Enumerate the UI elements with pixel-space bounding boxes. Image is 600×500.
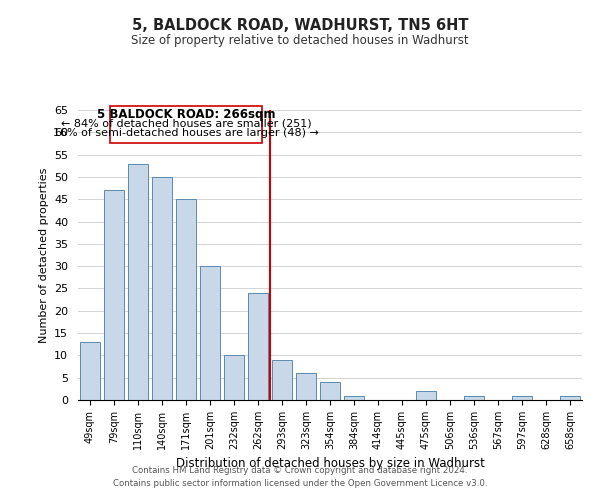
Text: 5 BALDOCK ROAD: 266sqm: 5 BALDOCK ROAD: 266sqm bbox=[97, 108, 275, 121]
FancyBboxPatch shape bbox=[110, 106, 262, 144]
Bar bbox=[80, 342, 100, 400]
Bar bbox=[416, 391, 436, 400]
X-axis label: Distribution of detached houses by size in Wadhurst: Distribution of detached houses by size … bbox=[176, 458, 484, 470]
Bar bbox=[224, 356, 244, 400]
Bar bbox=[296, 373, 316, 400]
Text: Contains HM Land Registry data © Crown copyright and database right 2024.
Contai: Contains HM Land Registry data © Crown c… bbox=[113, 466, 487, 487]
Text: ← 84% of detached houses are smaller (251): ← 84% of detached houses are smaller (25… bbox=[61, 118, 311, 128]
Bar bbox=[248, 293, 268, 400]
Bar bbox=[128, 164, 148, 400]
Text: Size of property relative to detached houses in Wadhurst: Size of property relative to detached ho… bbox=[131, 34, 469, 47]
Bar bbox=[512, 396, 532, 400]
Bar bbox=[560, 396, 580, 400]
Bar bbox=[464, 396, 484, 400]
Bar bbox=[272, 360, 292, 400]
Text: 16% of semi-detached houses are larger (48) →: 16% of semi-detached houses are larger (… bbox=[53, 128, 319, 138]
Bar bbox=[320, 382, 340, 400]
Y-axis label: Number of detached properties: Number of detached properties bbox=[38, 168, 49, 342]
Bar bbox=[152, 177, 172, 400]
Text: 5, BALDOCK ROAD, WADHURST, TN5 6HT: 5, BALDOCK ROAD, WADHURST, TN5 6HT bbox=[132, 18, 468, 32]
Bar bbox=[344, 396, 364, 400]
Bar bbox=[200, 266, 220, 400]
Bar bbox=[176, 199, 196, 400]
Bar bbox=[104, 190, 124, 400]
